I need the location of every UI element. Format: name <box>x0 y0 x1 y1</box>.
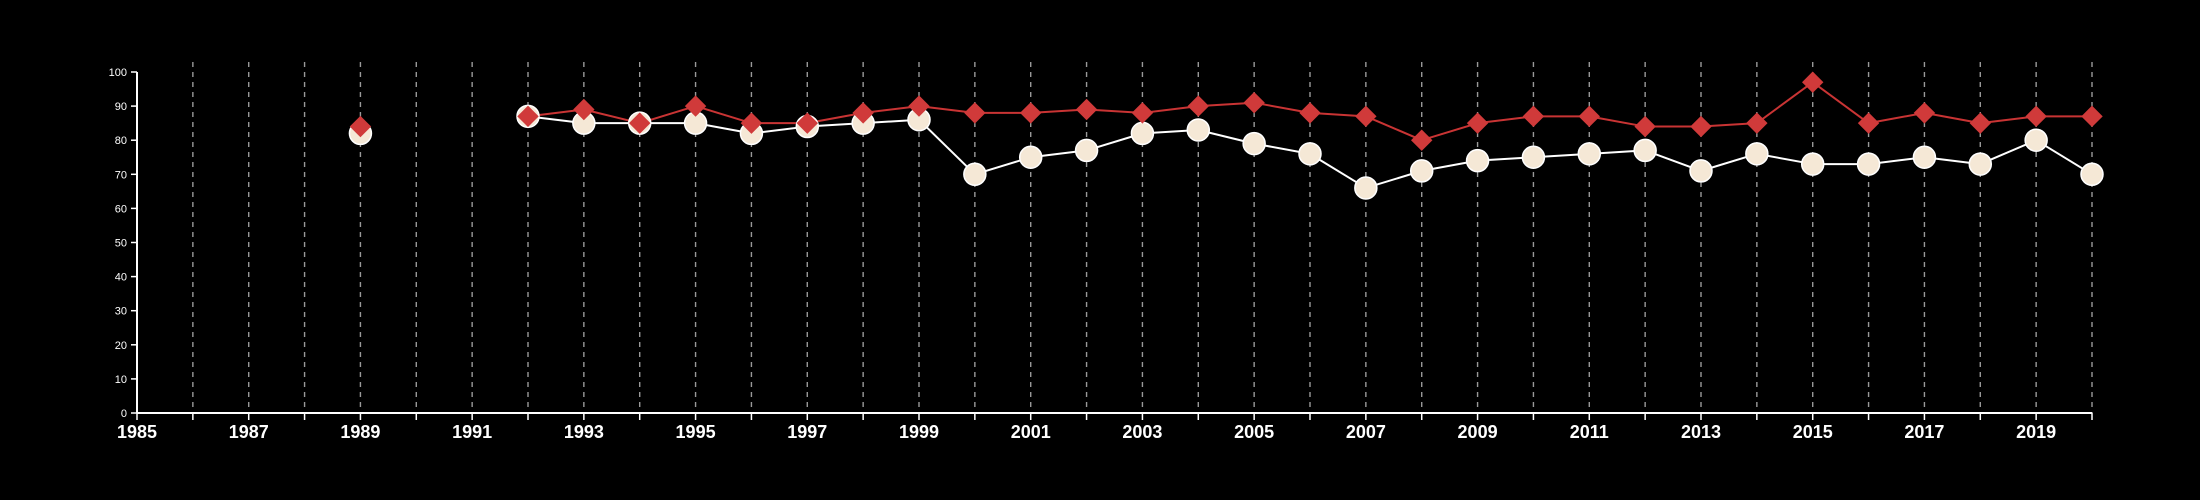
series-1-point <box>1968 152 1993 176</box>
y-tick-label: 40 <box>115 272 127 284</box>
series-1-point <box>1912 145 1937 169</box>
y-tick-label: 90 <box>115 101 127 113</box>
x-tick-label: 2001 <box>1011 422 1051 442</box>
series-1-point <box>1521 145 1546 169</box>
x-tick-label: 2005 <box>1234 422 1274 442</box>
series-1-line-segment <box>918 119 976 176</box>
series-1-point <box>1186 118 1211 142</box>
series-2-point <box>852 102 874 124</box>
series-1-point <box>1577 142 1602 166</box>
series-1-point <box>1354 176 1378 200</box>
series-2-line-segment <box>1253 101 1311 114</box>
series-2-line-segment <box>1924 111 1981 125</box>
series-2-point <box>1969 112 1991 134</box>
series-1-point <box>1242 131 1266 156</box>
y-tick-label: 100 <box>109 67 127 79</box>
x-tick-label: 2019 <box>2016 422 2056 442</box>
series-2-point <box>1522 105 1545 128</box>
series-2-point <box>684 95 707 117</box>
series-2-line-segment <box>1868 111 1925 125</box>
series-2-point <box>1020 102 1042 124</box>
series-1-point <box>2080 162 2104 187</box>
y-tick-label: 20 <box>115 340 127 352</box>
series-2-line-segment <box>1365 115 1423 142</box>
y-tick-label: 70 <box>115 169 127 181</box>
series-1-point <box>1633 138 1657 163</box>
series-2-line-segment <box>1421 122 1478 142</box>
series-2-point <box>1411 129 1433 151</box>
series-2-point <box>964 102 986 124</box>
y-axis-ticks: 0 10 20 30 40 50 60 70 80 90 100 <box>109 67 137 420</box>
x-tick-label: 1991 <box>452 422 492 442</box>
series-1-point <box>1856 152 1881 176</box>
x-tick-label: 1993 <box>564 422 604 442</box>
y-tick-label: 80 <box>115 135 127 147</box>
series-2-point <box>517 105 539 128</box>
series-1-point <box>1800 152 1825 176</box>
series-2-point <box>1802 71 1824 93</box>
series-1-point <box>1018 145 1043 169</box>
series-1-point <box>1745 142 1769 166</box>
series-1-point <box>2024 128 2048 152</box>
x-tick-label: 1997 <box>787 422 827 442</box>
x-tick-label: 1995 <box>676 422 716 442</box>
y-tick-label: 30 <box>115 306 127 318</box>
series-2-point <box>1690 115 1712 138</box>
y-tick-label: 10 <box>115 374 127 386</box>
x-tick-label: 2011 <box>1570 422 1609 442</box>
series-2-point <box>629 112 651 134</box>
series-2-point <box>1746 112 1768 134</box>
y-tick-label: 50 <box>115 238 127 250</box>
x-tick-label: 2015 <box>1793 422 1833 442</box>
series-2-point <box>1299 102 1321 124</box>
series-2-point <box>796 112 818 134</box>
x-tick-label: 2017 <box>1904 422 1944 442</box>
x-tick-label: 1985 <box>117 422 157 442</box>
x-tick-label: 2007 <box>1346 422 1386 442</box>
series-2-point <box>1355 105 1377 128</box>
series-2-line-segment <box>1589 115 1646 128</box>
x-tick-label: 1999 <box>899 422 939 442</box>
x-tick-label: 1989 <box>340 422 380 442</box>
series-2-point <box>573 98 595 121</box>
series-2-point <box>1131 102 1154 124</box>
x-tick-label: 2009 <box>1458 422 1498 442</box>
series-group <box>348 71 2104 200</box>
series-2-line-segment <box>1756 81 1814 124</box>
series-2-point <box>1466 112 1489 134</box>
series-2-line-segment <box>695 105 752 125</box>
series-2-point <box>1913 102 1936 124</box>
x-axis-ticks: 1985 1987 1989 1991 1993 1995 1997 1999 2001 2003… <box>117 413 2093 442</box>
y-tick-label: 60 <box>115 203 127 215</box>
series-2-point <box>2025 105 2047 128</box>
x-tick-label: 2013 <box>1681 422 1721 442</box>
series-2-point <box>1243 91 1265 114</box>
series-2-point <box>1634 115 1656 138</box>
y-tick-label: 0 <box>121 408 127 420</box>
series-2-line-segment <box>1812 81 1870 124</box>
series-2-point <box>2081 105 2103 128</box>
series-2-point <box>1187 95 1209 117</box>
x-tick-label: 1987 <box>229 422 269 442</box>
x-tick-label: 2003 <box>1122 422 1162 442</box>
series-1-point <box>1409 159 1434 183</box>
series-2-point <box>349 115 372 138</box>
series-2-point <box>1578 105 1600 128</box>
series-1-point <box>1074 138 1099 163</box>
series-2-point <box>1857 112 1880 134</box>
series-1-point <box>1465 148 1490 173</box>
series-2-point <box>1075 98 1098 121</box>
series-2-point <box>740 112 763 134</box>
series-1-point <box>1130 121 1155 146</box>
series-1-point <box>963 162 987 187</box>
series-2-point <box>908 95 930 117</box>
series-1-point <box>1298 142 1322 166</box>
series-1-point <box>1689 159 1713 183</box>
grid-lines <box>192 62 2093 413</box>
